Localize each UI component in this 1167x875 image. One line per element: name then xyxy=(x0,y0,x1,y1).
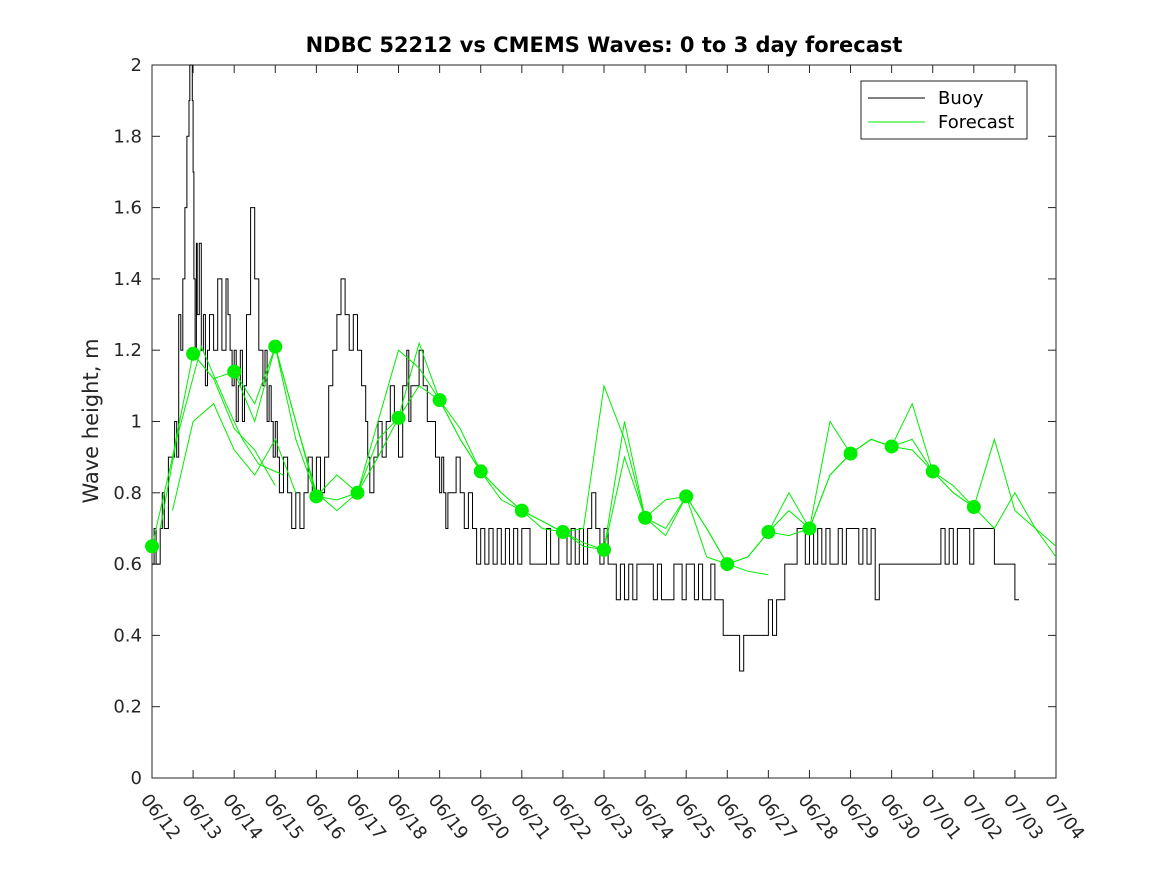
forecast-point xyxy=(720,557,735,572)
y-tick-label: 0.6 xyxy=(113,554,142,575)
y-tick-label: 2 xyxy=(131,55,142,76)
forecast-point xyxy=(514,503,529,518)
legend-forecast-label: Forecast xyxy=(938,112,1014,133)
forecast-point xyxy=(186,346,201,361)
forecast-point xyxy=(350,485,365,500)
forecast-point xyxy=(268,339,283,354)
forecast-point xyxy=(432,393,447,408)
buoy-line xyxy=(152,64,1019,672)
forecast-line xyxy=(562,421,687,551)
forecast-line xyxy=(439,399,563,533)
forecast-point xyxy=(145,539,159,554)
y-tick-label: 1 xyxy=(131,412,142,433)
forecast-point xyxy=(966,500,981,515)
legend-box xyxy=(860,80,1028,140)
forecast-point xyxy=(679,489,694,504)
forecast-line xyxy=(172,402,297,511)
y-tick-label: 1.8 xyxy=(113,126,142,147)
y-tick-label: 0.8 xyxy=(113,483,142,504)
forecast-point xyxy=(391,410,406,425)
forecast-line xyxy=(521,383,646,533)
forecast-line xyxy=(932,471,1057,558)
legend-buoy-label: Buoy xyxy=(938,88,984,109)
forecast-point xyxy=(925,464,940,479)
forecast-point xyxy=(309,489,324,504)
forecast-line xyxy=(192,346,317,497)
forecast-line xyxy=(316,385,440,497)
forecast-line xyxy=(274,346,399,501)
y-axis: 0 0.2 0.4 0.6 0.8 1 1.2 1.4 1.6 1.8 2 xyxy=(113,55,1056,789)
forecast-point xyxy=(597,542,611,557)
y-tick-label: 0.4 xyxy=(113,625,142,646)
y-axis-label: Wave height, m xyxy=(79,338,103,503)
y-tick-label: 0 xyxy=(131,768,142,789)
plot-area xyxy=(151,64,1057,779)
forecast-line xyxy=(159,345,284,529)
forecast-point xyxy=(555,525,570,540)
y-tick-label: 1.2 xyxy=(113,340,142,361)
forecast-series xyxy=(151,341,1057,576)
forecast-line xyxy=(603,455,728,565)
forecast-point xyxy=(473,464,488,479)
forecast-point xyxy=(761,525,776,540)
y-tick-label: 1.4 xyxy=(113,269,142,290)
chart-title: NDBC 52212 vs CMEMS Waves: 0 to 3 day fo… xyxy=(306,33,903,57)
forecast-point xyxy=(802,521,817,536)
y-tick-label: 1.6 xyxy=(113,198,142,219)
forecast-point xyxy=(638,510,653,525)
forecast-point xyxy=(843,446,858,461)
forecast-line xyxy=(357,349,482,493)
forecast-point xyxy=(227,364,242,379)
buoy-series xyxy=(152,64,1019,672)
legend: Buoy Forecast xyxy=(860,80,1028,140)
y-tick-label: 0.2 xyxy=(113,697,142,718)
forecast-point xyxy=(884,439,899,454)
forecast-markers xyxy=(145,339,981,572)
